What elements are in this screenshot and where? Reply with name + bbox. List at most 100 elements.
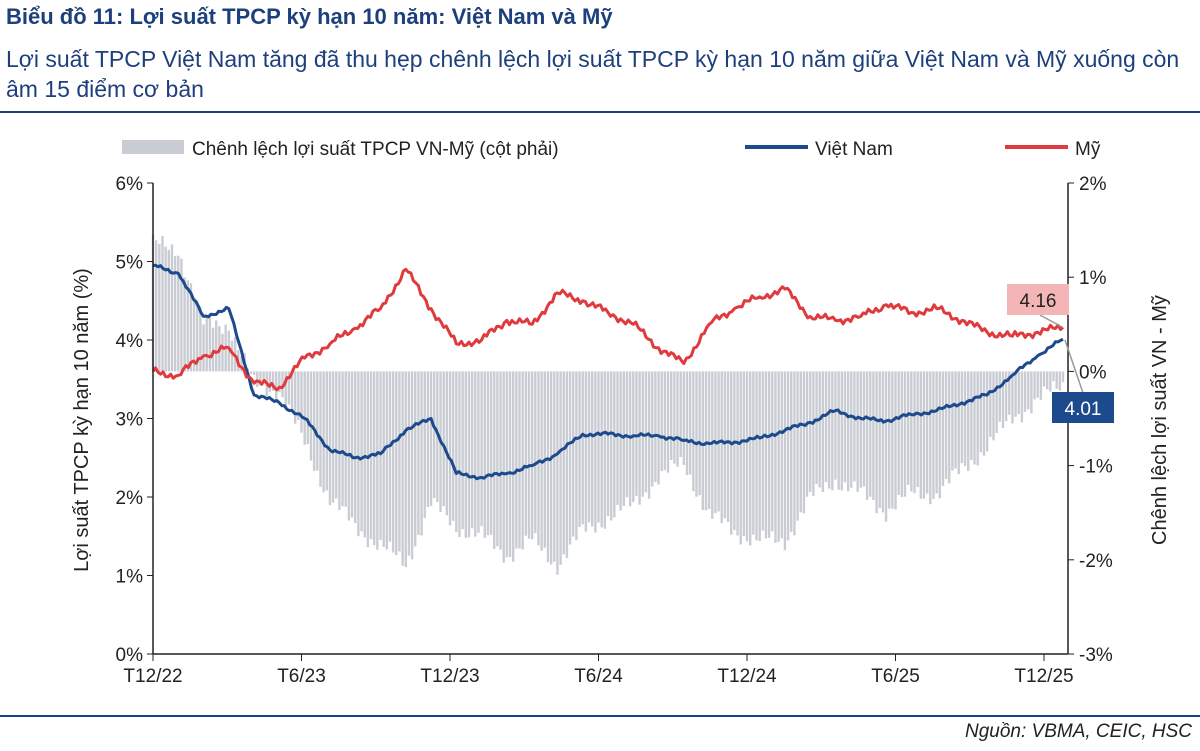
spread-bar bbox=[809, 371, 812, 492]
spread-bar bbox=[692, 371, 695, 492]
spread-bar bbox=[600, 371, 603, 528]
spread-bar bbox=[293, 371, 297, 424]
spread-bar bbox=[989, 371, 992, 437]
spread-bar bbox=[771, 371, 774, 532]
spread-bar bbox=[802, 371, 806, 514]
spread-bar bbox=[521, 371, 524, 550]
spread-bar bbox=[906, 371, 910, 485]
spread-bar bbox=[331, 371, 335, 503]
spread-bar bbox=[707, 371, 711, 510]
callout-vn: 4.01 bbox=[1052, 339, 1114, 423]
series-lines bbox=[151, 263, 1064, 481]
spread-bar bbox=[1014, 371, 1017, 417]
spread-bar bbox=[372, 371, 376, 546]
spread-bar bbox=[606, 371, 610, 517]
spread-bar bbox=[1039, 371, 1043, 400]
spread-bar bbox=[752, 371, 755, 535]
spread-bar bbox=[736, 371, 739, 536]
spread-bars bbox=[151, 234, 1065, 575]
spread-bar bbox=[404, 371, 407, 568]
spread-bar bbox=[480, 371, 483, 527]
spread-bar bbox=[591, 371, 594, 527]
spread-bar bbox=[398, 371, 401, 552]
spread-bar bbox=[1055, 371, 1058, 389]
y2-tick-label: 0% bbox=[1079, 362, 1107, 383]
spread-bar bbox=[214, 320, 218, 372]
spread-bar bbox=[695, 371, 698, 497]
legend-label-spread: Chênh lệch lợi suất TPCP VN-Mỹ (cột phải… bbox=[192, 139, 559, 160]
spread-bar bbox=[597, 371, 600, 523]
spread-bar bbox=[834, 371, 837, 480]
spread-bar bbox=[170, 244, 174, 372]
spread-bar bbox=[161, 236, 164, 372]
spread-bar bbox=[154, 240, 158, 372]
spread-bar bbox=[164, 246, 167, 372]
source-note: Nguồn: VBMA, CEIC, HSC bbox=[964, 721, 1192, 742]
spread-bar bbox=[395, 371, 398, 556]
spread-bar bbox=[512, 371, 515, 562]
spread-bar bbox=[856, 371, 859, 492]
spread-bar bbox=[183, 277, 186, 372]
spread-bar bbox=[982, 371, 986, 456]
spread-bar bbox=[442, 371, 445, 507]
spread-bar bbox=[985, 371, 989, 452]
bottom-divider bbox=[0, 715, 1200, 717]
spread-bar bbox=[461, 371, 464, 530]
spread-bar bbox=[745, 371, 749, 542]
spread-bar bbox=[865, 371, 869, 500]
spread-bar bbox=[622, 371, 625, 506]
x-tick-label: T12/22 bbox=[123, 666, 182, 687]
spread-bar bbox=[758, 371, 761, 542]
spread-bar bbox=[654, 371, 657, 482]
spread-bar bbox=[827, 371, 831, 489]
spread-bar bbox=[1004, 371, 1008, 422]
y-tick-label: 4% bbox=[116, 331, 144, 352]
spread-bar bbox=[584, 371, 588, 532]
spread-bar bbox=[575, 371, 578, 541]
spread-bar bbox=[173, 256, 177, 372]
spread-bar bbox=[515, 371, 518, 549]
y-tick-label: 2% bbox=[116, 488, 144, 509]
spread-bar bbox=[366, 371, 370, 548]
spread-bar bbox=[240, 356, 243, 372]
spread-bar bbox=[666, 371, 670, 473]
spread-bar bbox=[764, 371, 768, 539]
spread-bar bbox=[976, 371, 979, 466]
spread-bar bbox=[505, 371, 509, 558]
spread-bar bbox=[1046, 371, 1049, 390]
spread-bar bbox=[774, 371, 777, 543]
spread-bar bbox=[720, 371, 723, 524]
spread-bar bbox=[1042, 371, 1046, 387]
spread-bar bbox=[767, 371, 771, 538]
spread-bar bbox=[259, 371, 262, 386]
spread-bar bbox=[730, 371, 733, 535]
spread-bar bbox=[426, 371, 430, 508]
spread-bar bbox=[1017, 371, 1020, 415]
spread-bar bbox=[739, 371, 742, 545]
spread-bar bbox=[932, 371, 935, 499]
spread-bar bbox=[884, 371, 888, 522]
spread-bar bbox=[354, 371, 357, 524]
spread-bar bbox=[998, 371, 1002, 422]
legend-label-us: Mỹ bbox=[1075, 139, 1101, 160]
spread-bar bbox=[992, 371, 995, 441]
y2-tick-label: -2% bbox=[1079, 551, 1113, 572]
legend: Chênh lệch lợi suất TPCP VN-Mỹ (cột phải… bbox=[122, 139, 1101, 160]
axes: 0% 1% 2% 3% 4% 5% 6% -3% -2% -1% 0% 1% 2% T12/22 T6/23… bbox=[116, 174, 1113, 687]
spread-bar bbox=[414, 371, 417, 547]
spread-bar bbox=[316, 371, 319, 471]
spread-bar bbox=[205, 315, 208, 372]
x-tick-label: T6/23 bbox=[277, 666, 326, 687]
spread-bar bbox=[941, 371, 945, 487]
legend-label-vn: Việt Nam bbox=[815, 139, 893, 160]
spread-bar bbox=[944, 371, 948, 480]
spread-bar bbox=[455, 371, 458, 533]
spread-bar bbox=[268, 371, 272, 392]
spread-bar bbox=[578, 371, 581, 528]
spread-bar bbox=[922, 371, 926, 499]
spread-bar bbox=[287, 371, 291, 405]
spread-bar bbox=[875, 371, 878, 514]
spread-bar bbox=[451, 371, 455, 521]
spread-bar bbox=[458, 371, 461, 538]
